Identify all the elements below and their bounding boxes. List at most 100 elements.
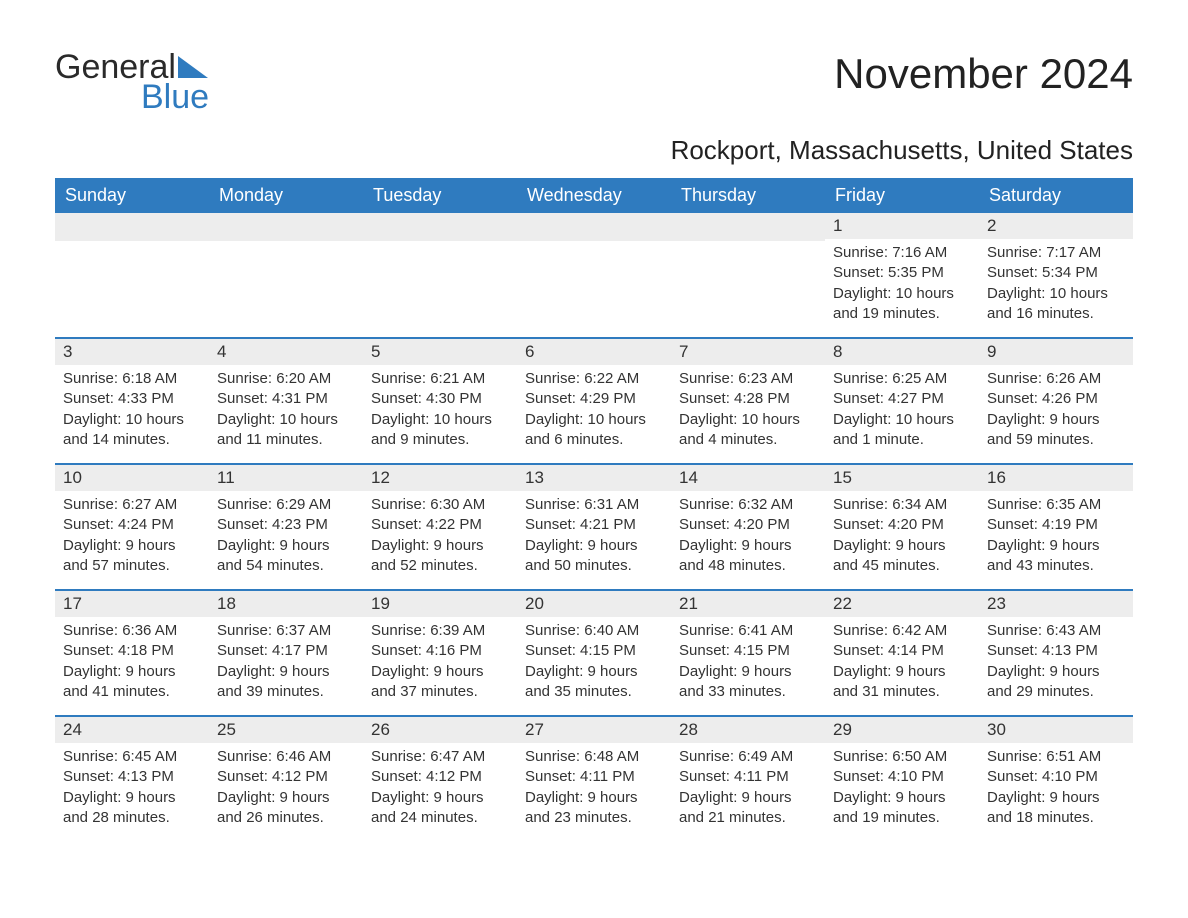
- sunset-line: Sunset: 4:15 PM: [525, 641, 663, 661]
- day-details: Sunrise: 6:20 AMSunset: 4:31 PMDaylight:…: [209, 365, 363, 454]
- sunrise-line: Sunrise: 6:29 AM: [217, 495, 355, 515]
- calendar-cell: 14Sunrise: 6:32 AMSunset: 4:20 PMDayligh…: [671, 465, 825, 589]
- day-number: 22: [825, 591, 979, 617]
- day-details: Sunrise: 7:16 AMSunset: 5:35 PMDaylight:…: [825, 239, 979, 328]
- sunrise-line: Sunrise: 6:45 AM: [63, 747, 201, 767]
- day-details: Sunrise: 6:46 AMSunset: 4:12 PMDaylight:…: [209, 743, 363, 832]
- calendar-cell: 17Sunrise: 6:36 AMSunset: 4:18 PMDayligh…: [55, 591, 209, 715]
- daylight-line: Daylight: 9 hours: [217, 536, 355, 556]
- daylight-line: Daylight: 9 hours: [987, 662, 1125, 682]
- daylight-line: and 35 minutes.: [525, 682, 663, 702]
- day-number: [209, 213, 363, 241]
- daylight-line: Daylight: 9 hours: [987, 536, 1125, 556]
- calendar-cell: 28Sunrise: 6:49 AMSunset: 4:11 PMDayligh…: [671, 717, 825, 841]
- sunrise-line: Sunrise: 6:30 AM: [371, 495, 509, 515]
- daylight-line: and 45 minutes.: [833, 556, 971, 576]
- day-details: Sunrise: 6:32 AMSunset: 4:20 PMDaylight:…: [671, 491, 825, 580]
- daylight-line: and 43 minutes.: [987, 556, 1125, 576]
- calendar-cell: 27Sunrise: 6:48 AMSunset: 4:11 PMDayligh…: [517, 717, 671, 841]
- daylight-line: Daylight: 9 hours: [371, 788, 509, 808]
- day-number: 25: [209, 717, 363, 743]
- day-details: Sunrise: 6:25 AMSunset: 4:27 PMDaylight:…: [825, 365, 979, 454]
- weekday-header: Friday: [825, 178, 979, 213]
- calendar-cell: [517, 213, 671, 337]
- day-number: 1: [825, 213, 979, 239]
- calendar-cell: 10Sunrise: 6:27 AMSunset: 4:24 PMDayligh…: [55, 465, 209, 589]
- calendar-grid: Sunday Monday Tuesday Wednesday Thursday…: [55, 178, 1133, 841]
- daylight-line: Daylight: 9 hours: [679, 536, 817, 556]
- title-block: November 2024: [834, 50, 1133, 98]
- sunset-line: Sunset: 4:20 PM: [833, 515, 971, 535]
- day-details: Sunrise: 6:29 AMSunset: 4:23 PMDaylight:…: [209, 491, 363, 580]
- day-details: Sunrise: 6:41 AMSunset: 4:15 PMDaylight:…: [671, 617, 825, 706]
- daylight-line: Daylight: 9 hours: [679, 788, 817, 808]
- sunrise-line: Sunrise: 7:17 AM: [987, 243, 1125, 263]
- day-details: Sunrise: 6:36 AMSunset: 4:18 PMDaylight:…: [55, 617, 209, 706]
- daylight-line: and 23 minutes.: [525, 808, 663, 828]
- sunset-line: Sunset: 4:12 PM: [371, 767, 509, 787]
- day-number: 11: [209, 465, 363, 491]
- day-details: Sunrise: 6:18 AMSunset: 4:33 PMDaylight:…: [55, 365, 209, 454]
- daylight-line: and 37 minutes.: [371, 682, 509, 702]
- day-number: 20: [517, 591, 671, 617]
- daylight-line: and 9 minutes.: [371, 430, 509, 450]
- daylight-line: and 29 minutes.: [987, 682, 1125, 702]
- day-number: 14: [671, 465, 825, 491]
- daylight-line: and 1 minute.: [833, 430, 971, 450]
- calendar-cell: 20Sunrise: 6:40 AMSunset: 4:15 PMDayligh…: [517, 591, 671, 715]
- calendar-cell: 24Sunrise: 6:45 AMSunset: 4:13 PMDayligh…: [55, 717, 209, 841]
- calendar-cell: 15Sunrise: 6:34 AMSunset: 4:20 PMDayligh…: [825, 465, 979, 589]
- sunset-line: Sunset: 4:22 PM: [371, 515, 509, 535]
- daylight-line: and 28 minutes.: [63, 808, 201, 828]
- day-details: Sunrise: 6:21 AMSunset: 4:30 PMDaylight:…: [363, 365, 517, 454]
- sunset-line: Sunset: 4:13 PM: [987, 641, 1125, 661]
- sunset-line: Sunset: 4:18 PM: [63, 641, 201, 661]
- calendar-cell: 21Sunrise: 6:41 AMSunset: 4:15 PMDayligh…: [671, 591, 825, 715]
- day-number: 13: [517, 465, 671, 491]
- sunrise-line: Sunrise: 6:32 AM: [679, 495, 817, 515]
- daylight-line: and 41 minutes.: [63, 682, 201, 702]
- daylight-line: and 59 minutes.: [987, 430, 1125, 450]
- day-number: 4: [209, 339, 363, 365]
- calendar-cell: 18Sunrise: 6:37 AMSunset: 4:17 PMDayligh…: [209, 591, 363, 715]
- day-details: Sunrise: 6:39 AMSunset: 4:16 PMDaylight:…: [363, 617, 517, 706]
- day-number: 19: [363, 591, 517, 617]
- day-details: Sunrise: 6:47 AMSunset: 4:12 PMDaylight:…: [363, 743, 517, 832]
- calendar-cell: [363, 213, 517, 337]
- day-number: 27: [517, 717, 671, 743]
- day-number: 9: [979, 339, 1133, 365]
- calendar-cell: 11Sunrise: 6:29 AMSunset: 4:23 PMDayligh…: [209, 465, 363, 589]
- calendar-cell: 26Sunrise: 6:47 AMSunset: 4:12 PMDayligh…: [363, 717, 517, 841]
- calendar-cell: 29Sunrise: 6:50 AMSunset: 4:10 PMDayligh…: [825, 717, 979, 841]
- sunset-line: Sunset: 4:26 PM: [987, 389, 1125, 409]
- calendar-cell: 30Sunrise: 6:51 AMSunset: 4:10 PMDayligh…: [979, 717, 1133, 841]
- day-number: [517, 213, 671, 241]
- sunrise-line: Sunrise: 6:22 AM: [525, 369, 663, 389]
- calendar-cell: 1Sunrise: 7:16 AMSunset: 5:35 PMDaylight…: [825, 213, 979, 337]
- calendar-cell: 8Sunrise: 6:25 AMSunset: 4:27 PMDaylight…: [825, 339, 979, 463]
- daylight-line: and 52 minutes.: [371, 556, 509, 576]
- day-details: Sunrise: 6:27 AMSunset: 4:24 PMDaylight:…: [55, 491, 209, 580]
- sunset-line: Sunset: 4:15 PM: [679, 641, 817, 661]
- daylight-line: Daylight: 9 hours: [63, 662, 201, 682]
- sunrise-line: Sunrise: 6:43 AM: [987, 621, 1125, 641]
- weekday-header: Sunday: [55, 178, 209, 213]
- calendar-week: 24Sunrise: 6:45 AMSunset: 4:13 PMDayligh…: [55, 715, 1133, 841]
- day-details: Sunrise: 6:37 AMSunset: 4:17 PMDaylight:…: [209, 617, 363, 706]
- daylight-line: and 26 minutes.: [217, 808, 355, 828]
- sunrise-line: Sunrise: 6:48 AM: [525, 747, 663, 767]
- daylight-line: Daylight: 9 hours: [217, 662, 355, 682]
- daylight-line: and 19 minutes.: [833, 304, 971, 324]
- daylight-line: Daylight: 9 hours: [63, 788, 201, 808]
- sunrise-line: Sunrise: 6:25 AM: [833, 369, 971, 389]
- day-details: Sunrise: 6:40 AMSunset: 4:15 PMDaylight:…: [517, 617, 671, 706]
- daylight-line: and 39 minutes.: [217, 682, 355, 702]
- sunset-line: Sunset: 4:14 PM: [833, 641, 971, 661]
- sunset-line: Sunset: 4:23 PM: [217, 515, 355, 535]
- sunset-line: Sunset: 4:33 PM: [63, 389, 201, 409]
- daylight-line: Daylight: 9 hours: [987, 410, 1125, 430]
- sunset-line: Sunset: 4:21 PM: [525, 515, 663, 535]
- weekday-header: Saturday: [979, 178, 1133, 213]
- day-number: 2: [979, 213, 1133, 239]
- sunrise-line: Sunrise: 6:42 AM: [833, 621, 971, 641]
